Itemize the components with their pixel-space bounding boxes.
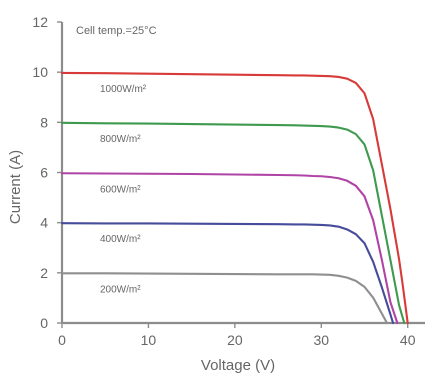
series-layer (60, 71, 409, 325)
y-tick-label: 6 (40, 165, 48, 181)
series-line-600w-m (60, 172, 399, 325)
y-tick-label: 0 (40, 315, 48, 331)
series-line-1000w-m (60, 71, 409, 325)
x-tick-label: 10 (141, 332, 157, 348)
series-line-400w-m (60, 222, 395, 325)
y-tick-label: 8 (40, 114, 48, 130)
series-label-800w-m: 800W/m² (100, 134, 141, 145)
series-line-200w-m (60, 272, 389, 325)
x-axis: 0 10 20 30 40 (58, 321, 425, 348)
series-line-800w-m (60, 121, 406, 325)
y-axis-label: Current (A) (7, 150, 24, 224)
y-tick-label: 4 (40, 215, 48, 231)
cell-temperature-annotation: Cell temp.=25°C (76, 25, 157, 37)
y-tick-label: 12 (32, 14, 48, 30)
series-label-layer: 1000W/m² 800W/m² 600W/m² 400W/m² 200W/m² (100, 84, 147, 295)
x-axis-label: Voltage (V) (201, 357, 275, 374)
x-tick-label: 30 (313, 332, 329, 348)
x-tick-label: 40 (400, 332, 416, 348)
y-tick-label: 10 (32, 64, 48, 80)
x-tick-label: 0 (58, 332, 66, 348)
x-tick-label: 20 (227, 332, 243, 348)
series-label-200w-m: 200W/m² (100, 284, 141, 295)
series-label-400w-m: 400W/m² (100, 234, 141, 245)
y-tick-label: 2 (40, 265, 48, 281)
series-label-600w-m: 600W/m² (100, 184, 141, 195)
y-axis: 0 2 4 6 8 10 12 (32, 14, 64, 331)
series-label-1000w-m: 1000W/m² (100, 84, 147, 95)
